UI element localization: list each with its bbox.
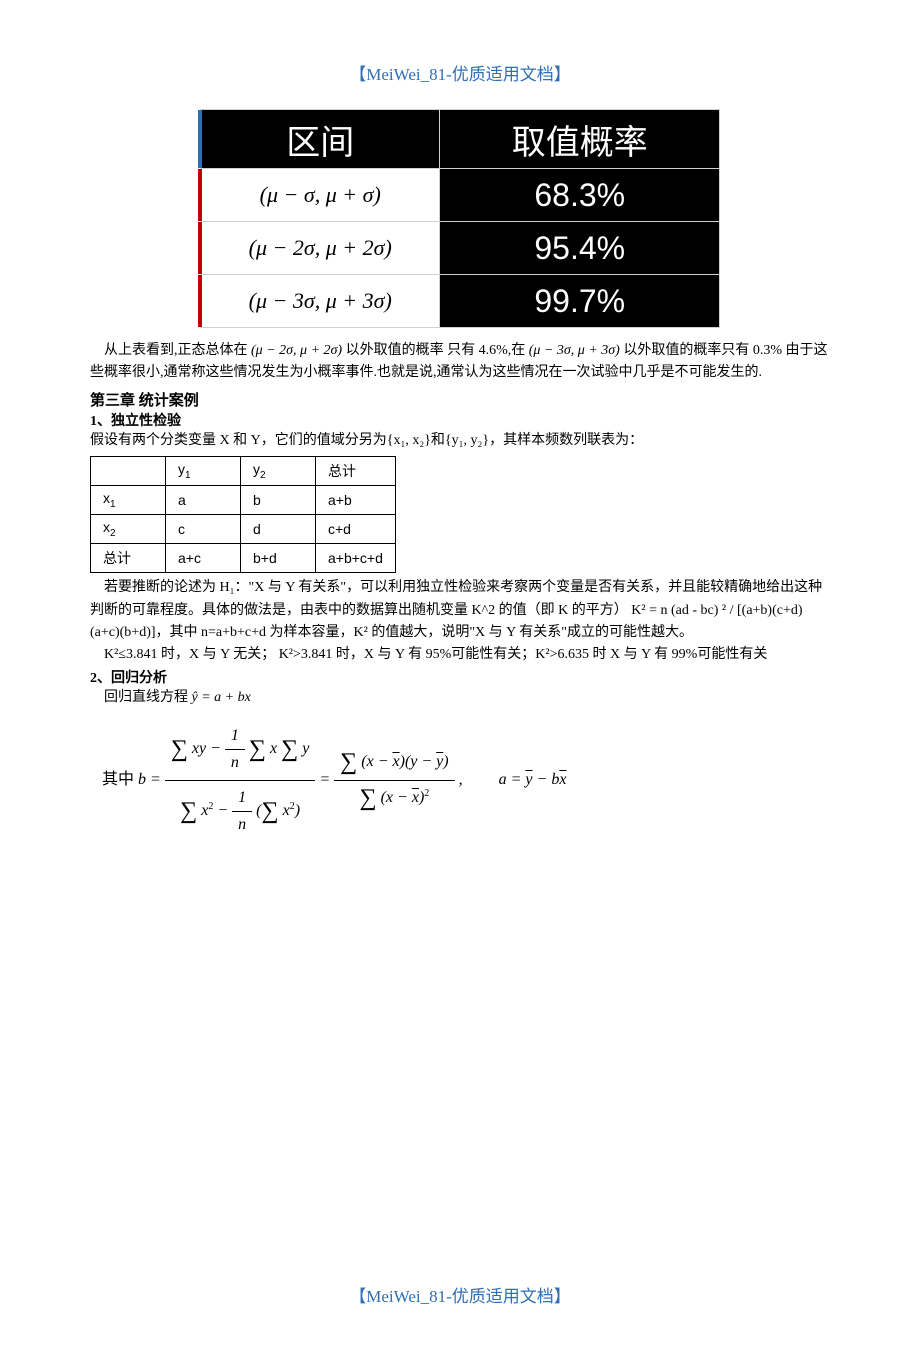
sec2-line: 回归直线方程 ŷ = a + bx xyxy=(90,687,830,709)
sec1-p1: 若要推断的论述为 H₁："X 与 Y 有关系"，可以利用独立性检验来考察两个变量… xyxy=(90,577,830,644)
regression-b-formula: 其中 b = ∑ xy − 1n ∑ x ∑ y ∑ x2 − 1n (∑ x2… xyxy=(90,719,830,842)
page-footer: 【MeiWei_81-优质适用文档】 xyxy=(90,1282,830,1307)
ft-c: c xyxy=(166,515,241,544)
sec2-title: 2、回归分析 xyxy=(90,667,830,687)
ft-cd: c+d xyxy=(316,515,396,544)
ft-b: b xyxy=(241,486,316,515)
prob-value-3: 99.7% xyxy=(440,275,720,328)
probability-table: 区间 取值概率 (μ − σ, μ + σ) 68.3% (μ − 2σ, μ … xyxy=(200,109,720,328)
prob-th-interval: 区间 xyxy=(201,110,440,169)
ft-h-total: 总计 xyxy=(316,457,396,486)
ft-a: a xyxy=(166,486,241,515)
paragraph-normal-dist: 从上表看到,正态总体在 (μ − 2σ, μ + 2σ) 以外取值的概率 只有 … xyxy=(90,340,830,385)
contingency-table: y1 y2 总计 x1 a b a+b x2 c d c+d 总计 a+c b+… xyxy=(90,456,396,573)
sec1-intro: 假设有两个分类变量 X 和 Y，它们的值域分另为{x₁, x₂}和{y₁, y₂… xyxy=(90,430,830,452)
prob-value-2: 95.4% xyxy=(440,222,720,275)
prob-interval-2: (μ − 2σ, μ + 2σ) xyxy=(201,222,440,275)
ft-h-y2: y2 xyxy=(241,457,316,486)
sec1-title: 1、独立性检验 xyxy=(90,410,830,430)
prob-interval-3: (μ − 3σ, μ + 3σ) xyxy=(201,275,440,328)
sec1-p2: K²≤3.841 时，X 与 Y 无关； K²>3.841 时，X 与 Y 有 … xyxy=(90,644,830,666)
prob-interval-1: (μ − σ, μ + σ) xyxy=(201,169,440,222)
ft-x2: x2 xyxy=(91,515,166,544)
prob-value-1: 68.3% xyxy=(440,169,720,222)
ft-d: d xyxy=(241,515,316,544)
page-header: 【MeiWei_81-优质适用文档】 xyxy=(90,60,830,85)
ft-ab: a+b xyxy=(316,486,396,515)
chapter3-title: 第三章 统计案例 xyxy=(90,389,830,410)
ft-h-y1: y1 xyxy=(166,457,241,486)
ft-ac: a+c xyxy=(166,544,241,573)
ft-bd: b+d xyxy=(241,544,316,573)
ft-abcd: a+b+c+d xyxy=(316,544,396,573)
ft-x1: x1 xyxy=(91,486,166,515)
regression-a-formula: a = y − bx xyxy=(499,771,567,788)
prob-th-prob: 取值概率 xyxy=(440,110,720,169)
ft-blank xyxy=(91,457,166,486)
ft-total: 总计 xyxy=(91,544,166,573)
